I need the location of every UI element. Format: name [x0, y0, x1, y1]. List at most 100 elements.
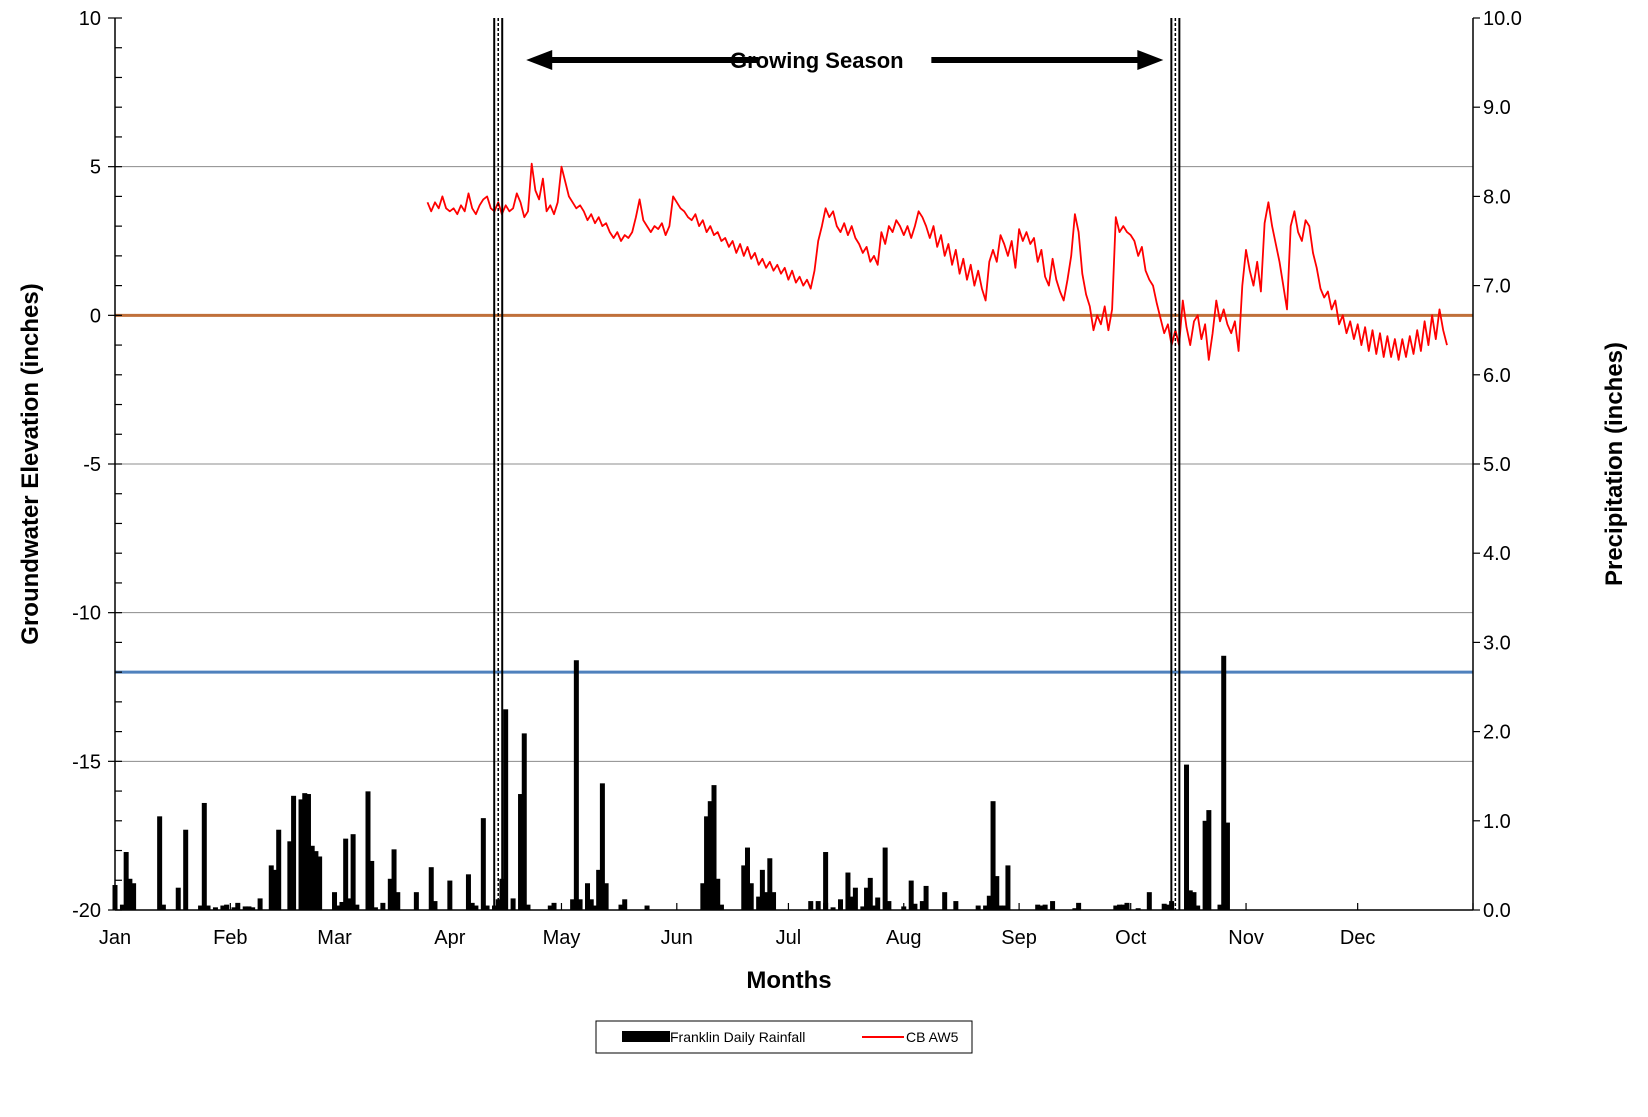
rainfall-bar-85: [748, 883, 754, 910]
rainfall-bar-144: [1221, 655, 1227, 910]
rainfall-bar-84: [744, 847, 750, 910]
axes: [108, 17, 1480, 911]
rainfall-bar-134: [1161, 903, 1167, 910]
rainfall-bar-102: [867, 877, 873, 910]
rainfall-bar-15: [231, 907, 237, 910]
rainfall-bar-50: [465, 874, 471, 910]
rainfall-bar-92: [815, 901, 821, 910]
rainfall-bar-49: [447, 880, 453, 910]
rainfall-bar-68: [585, 883, 591, 910]
rainfall-bar-47: [428, 867, 434, 910]
rainfall-bar-18: [246, 906, 252, 910]
rainfall-bar-99: [852, 887, 858, 910]
rainfall-bar-137: [1184, 764, 1190, 910]
rainfall-bar-13: [220, 905, 226, 910]
rainfall-bar-4: [131, 883, 137, 910]
growing-season-markers: [493, 18, 1181, 910]
rainfall-bar-17: [242, 906, 248, 910]
rainfall-bar-16: [235, 902, 241, 910]
rainfall-bar-88: [763, 892, 769, 910]
rainfall-bar-89: [767, 858, 773, 910]
month-label-5: Jun: [661, 927, 693, 949]
rainfall-bar-20: [257, 898, 263, 910]
legend: Franklin Daily Rainfall CB AW5: [595, 1020, 973, 1054]
rainfall-bar-97: [845, 872, 851, 910]
rainfall-bar-6: [160, 904, 166, 910]
rainfall-bar-104: [875, 897, 881, 910]
rainfall-bar-3: [127, 878, 133, 910]
rainfall-bar-44: [391, 849, 397, 910]
rainfall-bar-117: [990, 801, 996, 910]
right-tick-label-5: 5.0: [1483, 454, 1511, 476]
rainfall-bar-119: [997, 905, 1003, 910]
month-label-1: Feb: [213, 927, 247, 949]
rainfall-bar-64: [551, 902, 557, 910]
rainfall-bar-69: [588, 899, 594, 910]
right-y-axis-title: Precipitation (inches): [1601, 342, 1628, 586]
rainfall-bar-26: [298, 799, 304, 910]
groundwater-line: [426, 162, 1448, 361]
right-tick-label-8: 2.0: [1483, 722, 1511, 744]
right-tick-label-4: 6.0: [1483, 365, 1511, 387]
rainfall-bar-23: [276, 829, 282, 910]
rainfall-bar-34: [339, 901, 345, 910]
rainfall-bar-130: [1120, 904, 1126, 910]
rainfall-bar-60: [518, 794, 524, 910]
rainfall-bar-5: [157, 816, 163, 910]
rainfall-bar-111: [923, 885, 929, 910]
rainfall-bar-86: [756, 896, 762, 910]
rainfall-bar-143: [1217, 904, 1223, 910]
rainfall-bar-54: [484, 905, 490, 910]
rainfall-bar-38: [354, 904, 360, 910]
month-label-9: Oct: [1115, 927, 1147, 949]
rainfall-bar-114: [975, 905, 981, 910]
rainfall-bar-131: [1124, 902, 1130, 910]
rainfall-bar-53: [480, 818, 486, 910]
rainfall-bar-29: [309, 845, 315, 910]
month-label-11: Dec: [1340, 927, 1376, 949]
gridlines: [115, 166, 1473, 762]
left-tick-label-1: 5: [90, 157, 101, 179]
rainfall-bar-90: [771, 892, 777, 910]
rainfall-bar-71: [596, 869, 602, 910]
rainfall-bar-83: [741, 865, 747, 910]
rainfall-bar-116: [986, 895, 992, 910]
rainfall-bar-8: [183, 829, 189, 910]
rainfall-bar-113: [953, 901, 959, 910]
month-label-10: Nov: [1228, 927, 1264, 949]
rainfall-bar-40: [369, 860, 375, 910]
rainfall-bar-70: [592, 905, 598, 910]
rainfall-bar-14: [224, 904, 230, 910]
season-arrow-right-head: [1137, 50, 1164, 70]
rainfall-bar-132: [1135, 908, 1141, 910]
rainfall-bar-109: [912, 903, 918, 910]
rainfall-bar-142: [1206, 810, 1212, 910]
left-tick-label-4: -10: [72, 603, 101, 625]
rainfall-bar-2: [123, 852, 129, 910]
growing-season-label: Growing Season: [730, 48, 904, 73]
rainfall-bar-98: [849, 896, 855, 910]
rainfall-bar-72: [599, 783, 605, 910]
rainfall-bar-67: [577, 899, 583, 910]
rainfall-bar-61: [521, 733, 527, 910]
rainfall-bar-41: [372, 907, 378, 910]
rainfall-bar-115: [983, 905, 989, 910]
rainfall-bar-81: [715, 878, 721, 910]
rainfall-bar-126: [1072, 908, 1078, 910]
rainfall-bar-91: [808, 901, 814, 910]
right-tick-label-0: 10.0: [1483, 8, 1522, 30]
rainfall-bar-46: [413, 892, 419, 910]
rainfall-bar-145: [1224, 822, 1230, 910]
rainfall-bar-78: [704, 816, 710, 910]
right-tick-label-6: 4.0: [1483, 543, 1511, 565]
rainfall-bars: [112, 655, 1230, 910]
rainfall-bar-48: [432, 901, 438, 910]
month-label-0: Jan: [99, 927, 131, 949]
rainfall-bar-59: [510, 898, 516, 910]
rainfall-bar-66: [573, 660, 579, 910]
right-tick-label-9: 1.0: [1483, 811, 1511, 833]
rainfall-bar-31: [317, 856, 323, 910]
rainfall-bar-10: [201, 802, 207, 910]
right-tick-label-7: 3.0: [1483, 632, 1511, 654]
